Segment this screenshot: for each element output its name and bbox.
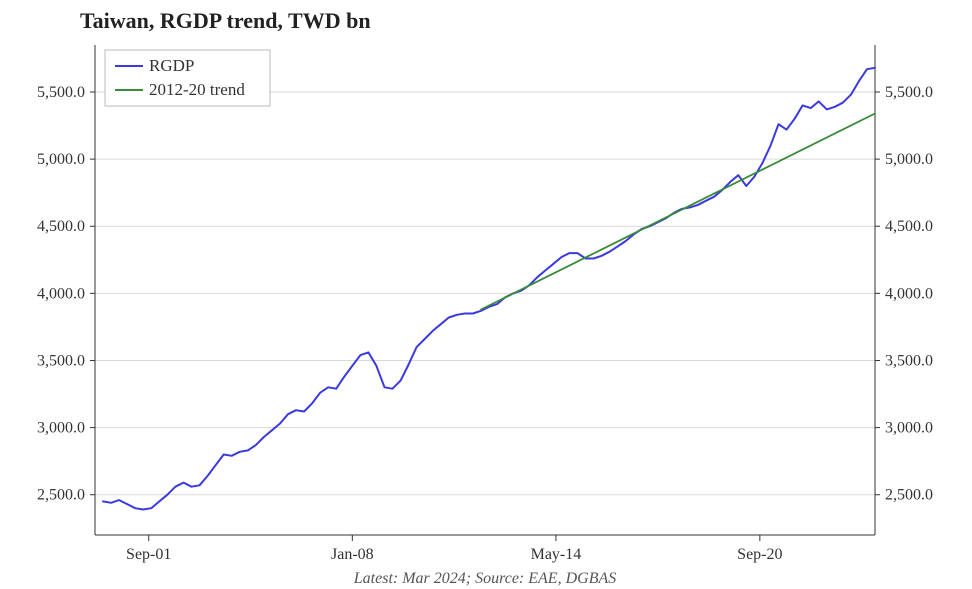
chart-title: Taiwan, RGDP trend, TWD bn xyxy=(80,8,371,33)
chart-caption: Latest: Mar 2024; Source: EAE, DGBAS xyxy=(353,570,616,587)
x-tick-label: May-14 xyxy=(531,546,582,563)
y-tick-label-right: 5,000.0 xyxy=(885,151,933,168)
y-tick-label-right: 4,000.0 xyxy=(885,285,933,302)
x-tick-label: Sep-01 xyxy=(126,546,171,563)
chart-svg: 2,500.0 2,500.0 3,000.0 3,000.0 3,500.0 3,500… xyxy=(0,0,972,589)
y-tick-label-left: 4,000.0 xyxy=(37,285,85,302)
y-tick-label-left: 5,000.0 xyxy=(37,151,85,168)
legend-label: RGDP xyxy=(149,56,194,75)
x-tick-label: Jan-08 xyxy=(331,546,374,563)
y-tick-label-right: 5,500.0 xyxy=(885,84,933,101)
y-tick-label-left: 3,500.0 xyxy=(37,352,85,369)
y-tick-label-right: 3,500.0 xyxy=(885,352,933,369)
y-tick-label-right: 3,000.0 xyxy=(885,420,933,437)
y-tick-label-left: 5,500.0 xyxy=(37,84,85,101)
y-tick-label-right: 4,500.0 xyxy=(885,218,933,235)
y-tick-label-left: 3,000.0 xyxy=(37,420,85,437)
series-2012-20-trend xyxy=(481,114,875,310)
x-tick-label: Sep-20 xyxy=(737,546,782,563)
y-tick-label-right: 2,500.0 xyxy=(885,487,933,504)
y-tick-label-left: 4,500.0 xyxy=(37,218,85,235)
chart-container: 2,500.0 2,500.0 3,000.0 3,000.0 3,500.0 3,500… xyxy=(0,0,972,589)
y-tick-label-left: 2,500.0 xyxy=(37,487,85,504)
series-rgdp xyxy=(103,68,875,510)
legend-label: 2012-20 trend xyxy=(149,80,245,99)
